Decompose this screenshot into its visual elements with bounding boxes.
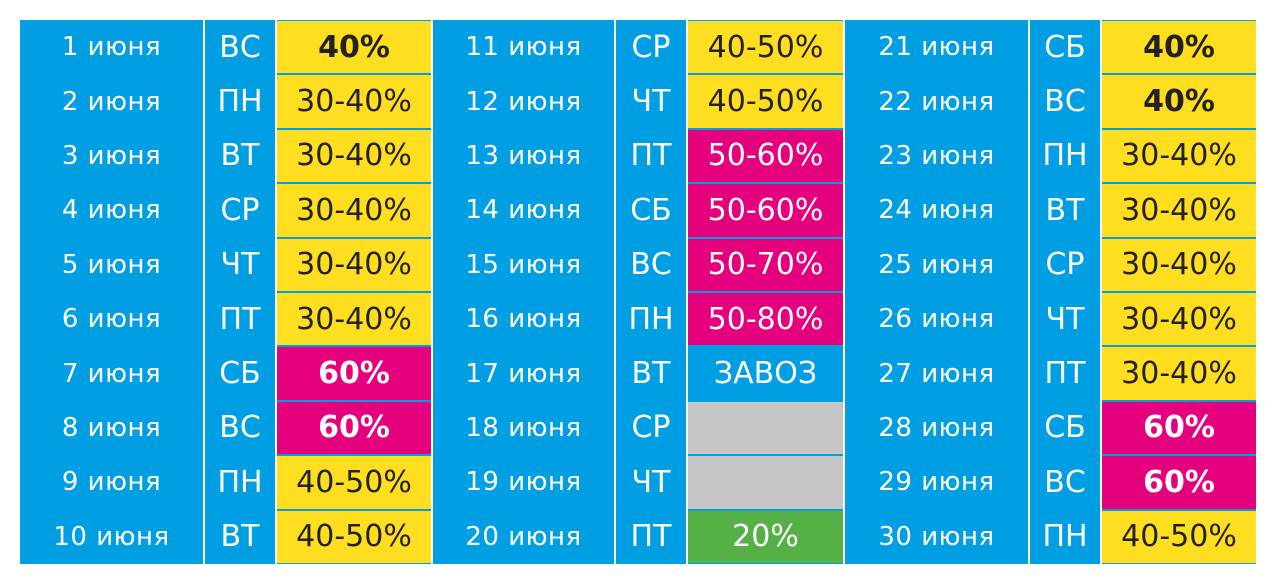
discount-cell: 30-40% <box>277 238 431 291</box>
weekday-cell: ЧТ <box>1045 301 1085 337</box>
discount-cell: 30-40% <box>277 184 431 237</box>
weekday-cell: ПН <box>628 301 674 337</box>
discount-cell: 50-60% <box>688 184 843 237</box>
weekday-cell: ВТ <box>631 356 671 392</box>
date-cell: 12 июня <box>465 86 582 117</box>
weekday-cell: ВС <box>1044 84 1086 120</box>
date-cell: 30 июня <box>878 521 995 552</box>
date-cell: 5 июня <box>61 249 162 280</box>
discount-cell: 30-40% <box>1102 184 1256 237</box>
date-cell: 17 июня <box>465 358 582 389</box>
date-cell: 4 июня <box>61 195 162 226</box>
date-cell: 24 июня <box>878 195 995 226</box>
weekday-cell: ПН <box>1042 138 1088 174</box>
date-column-1 <box>20 20 203 564</box>
discount-cell <box>688 401 843 455</box>
discount-cell <box>688 456 843 509</box>
weekday-cell: СБ <box>1044 29 1086 65</box>
date-cell: 7 июня <box>61 358 162 389</box>
date-cell: 20 июня <box>465 521 582 552</box>
date-column-3 <box>845 20 1028 564</box>
discount-cell: 30-40% <box>277 293 431 346</box>
date-cell: 14 июня <box>465 195 582 226</box>
weekday-cell: ПН <box>217 84 263 120</box>
date-column-2 <box>433 20 614 564</box>
date-cell: 16 июня <box>465 304 582 335</box>
weekday-cell: СБ <box>219 356 261 392</box>
weekday-column-2 <box>616 20 686 564</box>
discount-cell: 30-40% <box>277 129 431 183</box>
discount-cell: ЗАВОЗ <box>688 347 843 400</box>
date-cell: 15 июня <box>465 249 582 280</box>
weekday-cell: ВТ <box>1045 192 1085 228</box>
discount-cell: 60% <box>277 347 431 400</box>
date-cell: 28 июня <box>878 412 995 443</box>
date-cell: 3 июня <box>61 140 162 171</box>
weekday-column-3 <box>1030 20 1100 564</box>
discount-cell: 30-40% <box>1102 129 1256 183</box>
date-cell: 18 июня <box>465 412 582 443</box>
date-cell: 26 июня <box>878 304 995 335</box>
weekday-cell: ПТ <box>1044 356 1086 392</box>
date-cell: 13 июня <box>465 140 582 171</box>
discount-cell: 30-40% <box>1102 238 1256 291</box>
discount-cell: 60% <box>277 401 431 455</box>
discount-cell: 60% <box>1102 456 1256 509</box>
date-cell: 6 июня <box>61 304 162 335</box>
discount-cell: 30-40% <box>1102 293 1256 346</box>
discount-cell: 50-80% <box>688 293 843 346</box>
weekday-cell: СБ <box>630 192 672 228</box>
weekday-cell: ЧТ <box>220 247 260 283</box>
weekday-cell: ПН <box>217 464 263 500</box>
date-cell: 2 июня <box>61 86 162 117</box>
date-cell: 23 июня <box>878 140 995 171</box>
date-cell: 10 июня <box>53 521 170 552</box>
weekday-cell: ВС <box>219 410 261 446</box>
discount-cell: 20% <box>688 510 843 563</box>
discount-cell: 40-50% <box>277 510 431 563</box>
weekday-cell: СР <box>631 410 671 446</box>
date-cell: 8 июня <box>61 412 162 443</box>
date-cell: 22 июня <box>878 86 995 117</box>
date-cell: 29 июня <box>878 467 995 498</box>
weekday-cell: ВТ <box>220 138 260 174</box>
date-cell: 19 июня <box>465 467 582 498</box>
weekday-cell: ВС <box>1044 464 1086 500</box>
weekday-cell: ВС <box>630 247 672 283</box>
date-cell: 11 июня <box>465 32 582 63</box>
discount-cell: 40-50% <box>688 75 843 128</box>
weekday-cell: СР <box>631 29 671 65</box>
weekday-cell: ВС <box>219 29 261 65</box>
weekday-cell: ПТ <box>219 301 261 337</box>
discount-cell: 40-50% <box>688 21 843 74</box>
discount-cell: 40-50% <box>1102 510 1256 563</box>
weekday-cell: СР <box>1045 247 1085 283</box>
date-cell: 21 июня <box>878 32 995 63</box>
weekday-cell: СР <box>220 192 260 228</box>
weekday-column-1 <box>205 20 275 564</box>
weekday-cell: ЧТ <box>631 84 671 120</box>
date-cell: 9 июня <box>61 467 162 498</box>
discount-cell: 60% <box>1102 401 1256 455</box>
discount-cell: 40% <box>277 21 431 74</box>
weekday-cell: ЧТ <box>631 464 671 500</box>
discount-cell: 50-60% <box>688 129 843 183</box>
discount-cell: 50-70% <box>688 238 843 291</box>
discount-cell: 40% <box>1102 75 1256 128</box>
weekday-cell: СБ <box>1044 410 1086 446</box>
discount-cell: 40-50% <box>277 456 431 509</box>
discount-cell: 30-40% <box>1102 347 1256 400</box>
discount-cell: 30-40% <box>277 75 431 128</box>
discount-cell: 40% <box>1102 21 1256 74</box>
date-cell: 27 июня <box>878 358 995 389</box>
weekday-cell: ПН <box>1042 519 1088 555</box>
weekday-cell: ПТ <box>630 138 672 174</box>
weekday-cell: ВТ <box>220 519 260 555</box>
date-cell: 25 июня <box>878 249 995 280</box>
weekday-cell: ПТ <box>630 519 672 555</box>
date-cell: 1 июня <box>61 32 162 63</box>
